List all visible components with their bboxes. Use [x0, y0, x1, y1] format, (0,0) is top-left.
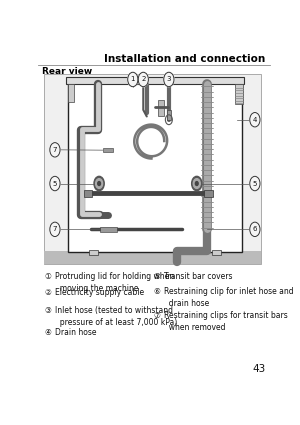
Circle shape — [96, 178, 103, 188]
Bar — [204, 190, 213, 197]
Text: ①: ① — [44, 272, 51, 281]
Bar — [100, 227, 117, 232]
Text: 2: 2 — [141, 76, 146, 82]
Text: 1: 1 — [130, 76, 135, 82]
Bar — [212, 250, 221, 255]
Circle shape — [250, 176, 260, 191]
Text: Rear view: Rear view — [42, 68, 92, 76]
Text: Installation and connection: Installation and connection — [104, 54, 266, 64]
Bar — [44, 251, 261, 264]
Text: Restraining clip for inlet hose and
  drain hose: Restraining clip for inlet hose and drai… — [164, 287, 293, 308]
Circle shape — [50, 143, 60, 157]
Text: ④: ④ — [44, 328, 51, 337]
Bar — [66, 76, 244, 84]
Bar — [89, 250, 98, 255]
Circle shape — [192, 176, 202, 191]
Circle shape — [195, 181, 198, 185]
Circle shape — [50, 176, 60, 191]
Text: Protruding lid for holding when
  moving the machine: Protruding lid for holding when moving t… — [55, 272, 174, 293]
Bar — [103, 148, 113, 152]
Circle shape — [250, 222, 260, 237]
Bar — [68, 81, 242, 252]
Circle shape — [138, 72, 148, 87]
Circle shape — [50, 222, 60, 237]
Text: 4: 4 — [253, 117, 257, 123]
Bar — [84, 190, 92, 197]
Bar — [68, 85, 74, 102]
Text: 6: 6 — [253, 227, 257, 232]
Text: 7: 7 — [53, 227, 57, 232]
Text: ⑥: ⑥ — [154, 287, 160, 296]
Circle shape — [164, 72, 174, 87]
Text: Transit bar covers: Transit bar covers — [164, 272, 232, 281]
Text: ⑤: ⑤ — [154, 272, 160, 281]
Text: ⑦: ⑦ — [154, 311, 160, 320]
Text: 7: 7 — [53, 147, 57, 153]
Circle shape — [98, 181, 100, 185]
Text: Restraining clips for transit bars
  when removed: Restraining clips for transit bars when … — [164, 311, 287, 332]
Text: Inlet hose (tested to withstand
  pressure of at least 7,000 kPa): Inlet hose (tested to withstand pressure… — [55, 306, 177, 327]
Text: Drain hose: Drain hose — [55, 328, 96, 337]
Circle shape — [193, 178, 200, 188]
Text: ②: ② — [44, 288, 51, 297]
Text: Electricity supply cable: Electricity supply cable — [55, 288, 144, 297]
Text: 5: 5 — [253, 181, 257, 187]
Circle shape — [94, 176, 104, 191]
Bar — [44, 74, 261, 264]
Circle shape — [128, 72, 138, 87]
Text: 5: 5 — [53, 181, 57, 187]
Text: 43: 43 — [252, 364, 266, 374]
Bar — [235, 85, 243, 104]
Text: ③: ③ — [44, 306, 51, 315]
Circle shape — [250, 113, 260, 127]
Text: 3: 3 — [167, 76, 171, 82]
Bar — [158, 100, 164, 116]
Bar — [167, 110, 171, 120]
